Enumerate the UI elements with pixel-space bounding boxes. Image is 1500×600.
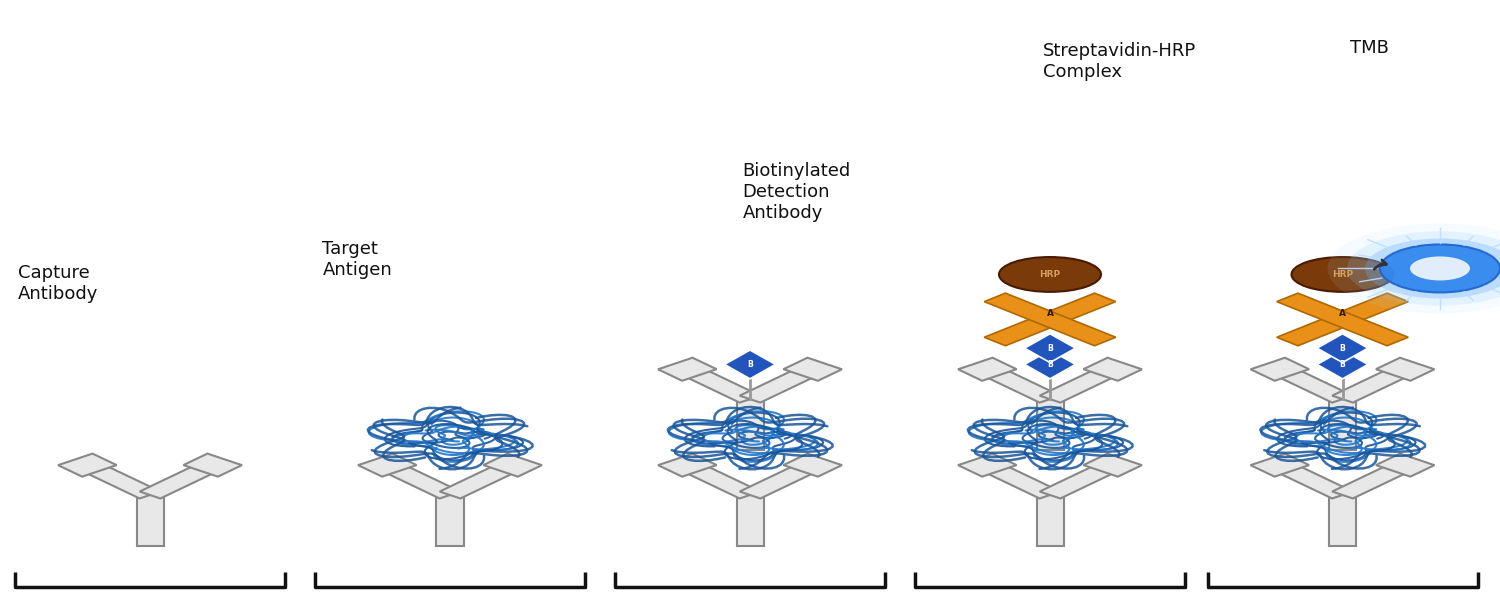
Polygon shape — [958, 358, 1017, 381]
Polygon shape — [658, 358, 717, 381]
Circle shape — [1347, 231, 1500, 305]
Circle shape — [1365, 238, 1500, 298]
Circle shape — [1410, 256, 1470, 280]
Polygon shape — [1276, 293, 1408, 346]
Polygon shape — [1329, 495, 1356, 546]
Text: B: B — [747, 360, 753, 369]
Text: HRP: HRP — [1332, 270, 1353, 279]
Text: A: A — [1340, 309, 1346, 318]
Polygon shape — [1276, 293, 1408, 346]
Polygon shape — [376, 461, 460, 499]
Polygon shape — [136, 495, 164, 546]
Polygon shape — [1317, 350, 1368, 379]
Polygon shape — [736, 495, 764, 546]
Polygon shape — [436, 495, 463, 546]
Polygon shape — [958, 454, 1017, 476]
Polygon shape — [76, 461, 160, 499]
Polygon shape — [58, 454, 117, 476]
Text: B: B — [1047, 360, 1053, 369]
Polygon shape — [676, 461, 760, 499]
Polygon shape — [140, 461, 224, 499]
Text: A: A — [1047, 309, 1053, 318]
Circle shape — [1328, 223, 1500, 313]
Polygon shape — [483, 454, 542, 476]
Polygon shape — [984, 293, 1116, 346]
Polygon shape — [783, 358, 842, 381]
Polygon shape — [1024, 350, 1075, 379]
Text: HRP: HRP — [1040, 270, 1060, 279]
Text: B: B — [1047, 344, 1053, 353]
Polygon shape — [783, 454, 842, 476]
Text: B: B — [1340, 344, 1346, 353]
Polygon shape — [736, 399, 764, 450]
Text: Biotinylated
Detection
Antibody: Biotinylated Detection Antibody — [742, 162, 850, 221]
Polygon shape — [1269, 461, 1353, 499]
Polygon shape — [1251, 454, 1310, 476]
Polygon shape — [740, 461, 824, 499]
Ellipse shape — [1292, 257, 1394, 292]
Polygon shape — [740, 366, 824, 403]
Polygon shape — [676, 366, 760, 403]
Circle shape — [1380, 244, 1500, 292]
Text: Capture
Antibody: Capture Antibody — [18, 264, 99, 303]
Polygon shape — [1036, 495, 1064, 546]
Polygon shape — [1251, 358, 1310, 381]
Text: Target
Antigen: Target Antigen — [322, 240, 393, 279]
Polygon shape — [1376, 454, 1434, 476]
Polygon shape — [1376, 358, 1434, 381]
Ellipse shape — [999, 257, 1101, 292]
Text: Streptavidin-HRP
Complex: Streptavidin-HRP Complex — [1042, 42, 1196, 81]
Polygon shape — [976, 366, 1060, 403]
Polygon shape — [440, 461, 524, 499]
Polygon shape — [1040, 461, 1124, 499]
Polygon shape — [183, 454, 242, 476]
Polygon shape — [658, 454, 717, 476]
Polygon shape — [1040, 366, 1124, 403]
Polygon shape — [976, 461, 1060, 499]
Polygon shape — [1083, 454, 1142, 476]
Polygon shape — [1036, 399, 1064, 450]
Text: B: B — [1340, 360, 1346, 369]
Polygon shape — [724, 350, 776, 379]
Polygon shape — [984, 293, 1116, 346]
Polygon shape — [1317, 334, 1368, 362]
Polygon shape — [1083, 358, 1142, 381]
Polygon shape — [1332, 366, 1416, 403]
Text: TMB: TMB — [1350, 39, 1389, 57]
Polygon shape — [1329, 399, 1356, 450]
Polygon shape — [358, 454, 417, 476]
Polygon shape — [1332, 461, 1416, 499]
Polygon shape — [1024, 334, 1075, 362]
Polygon shape — [1269, 366, 1353, 403]
